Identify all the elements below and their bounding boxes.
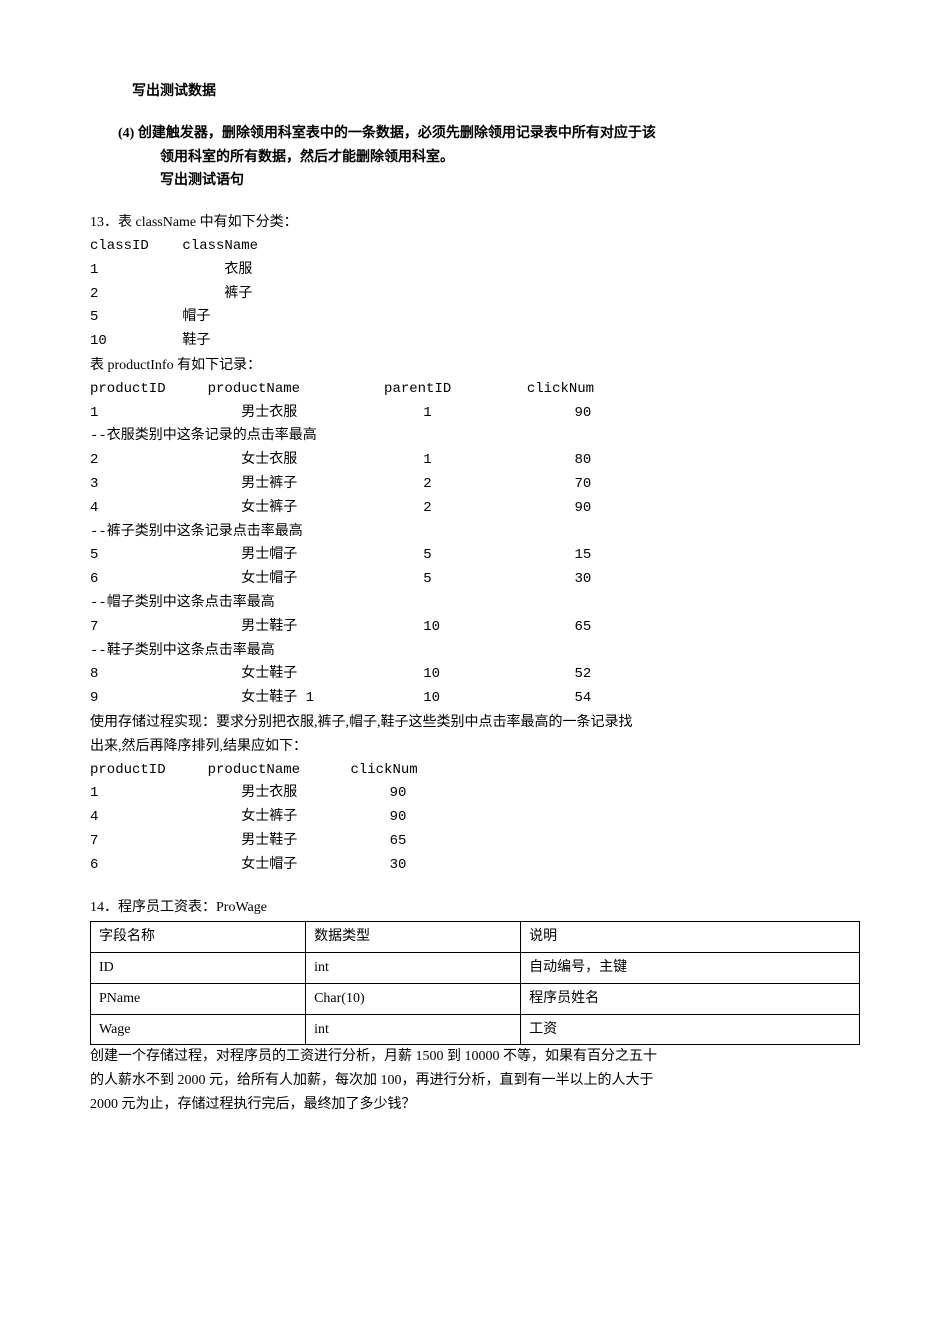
q14-desc1: 创建一个存储过程，对程序员的工资进行分析，月薪 1500 到 10000 不等，…	[90, 1045, 860, 1069]
q4-line1: (4) 创建触发器，删除领用科室表中的一条数据，必须先删除领用记录表中所有对应于…	[90, 122, 860, 146]
table-cell: Wage	[91, 1014, 306, 1045]
q13-class-header: classID className	[90, 235, 860, 259]
table-header-cell: 字段名称	[91, 922, 306, 953]
q13-prod-header: productID productName parentID clickNum	[90, 378, 860, 402]
q13-prod-row: 1 男士衣服 1 90	[90, 402, 860, 426]
q4-line3: 写出测试语句	[90, 169, 860, 193]
q13-prod-row: 9 女士鞋子 1 10 54	[90, 687, 860, 711]
q13-class-row: 10 鞋子	[90, 330, 860, 354]
table-cell: PName	[91, 983, 306, 1014]
table-cell: Char(10)	[306, 983, 521, 1014]
q13-prod-row: 3 男士裤子 2 70	[90, 473, 860, 497]
table-cell: int	[306, 1014, 521, 1045]
table-cell: 工资	[521, 1014, 860, 1045]
q13-res-row: 7 男士鞋子 65	[90, 830, 860, 854]
table-cell: ID	[91, 953, 306, 984]
table-row: Wageint工资	[91, 1014, 860, 1045]
q14-title: 14．程序员工资表：ProWage	[90, 896, 860, 920]
table-header-cell: 说明	[521, 922, 860, 953]
test-data-heading: 写出测试数据	[90, 80, 860, 104]
q13-req2: 出来,然后再降序排列,结果应如下：	[90, 735, 860, 759]
q13-prod-title: 表 productInfo 有如下记录：	[90, 354, 860, 378]
q13-class-row: 5 帽子	[90, 306, 860, 330]
q13-class-row: 2 裤子	[90, 283, 860, 307]
q13-res-row: 1 男士衣服 90	[90, 782, 860, 806]
table-row: PNameChar(10)程序员姓名	[91, 983, 860, 1014]
q13-res-header: productID productName clickNum	[90, 759, 860, 783]
q13-req1: 使用存储过程实现：要求分别把衣服,裤子,帽子,鞋子这些类别中点击率最高的一条记录…	[90, 711, 860, 735]
q13-prod-row: 6 女士帽子 5 30	[90, 568, 860, 592]
q14-desc2: 的人薪水不到 2000 元，给所有人加薪，每次加 100，再进行分析，直到有一半…	[90, 1069, 860, 1093]
q4-line2: 领用科室的所有数据，然后才能删除领用科室。	[90, 146, 860, 170]
q13-class-row: 1 衣服	[90, 259, 860, 283]
table-header-cell: 数据类型	[306, 922, 521, 953]
q13-prod-row: --帽子类别中这条点击率最高	[90, 592, 860, 616]
q14-desc3: 2000 元为止，存储过程执行完后，最终加了多少钱？	[90, 1093, 860, 1117]
q13-res-row: 4 女士裤子 90	[90, 806, 860, 830]
table-cell: 程序员姓名	[521, 983, 860, 1014]
q13-prod-row: --衣服类别中这条记录的点击率最高	[90, 425, 860, 449]
prowage-table: 字段名称数据类型说明 IDint自动编号，主键PNameChar(10)程序员姓…	[90, 921, 860, 1045]
q13-res-row: 6 女士帽子 30	[90, 854, 860, 878]
table-cell: 自动编号，主键	[521, 953, 860, 984]
table-row: IDint自动编号，主键	[91, 953, 860, 984]
q13-prod-row: 5 男士帽子 5 15	[90, 544, 860, 568]
q13-prod-row: --鞋子类别中这条点击率最高	[90, 640, 860, 664]
q13-prod-row: 4 女士裤子 2 90	[90, 497, 860, 521]
q13-title: 13．表 className 中有如下分类：	[90, 211, 860, 235]
q13-prod-row: --裤子类别中这条记录点击率最高	[90, 521, 860, 545]
table-cell: int	[306, 953, 521, 984]
q13-prod-row: 8 女士鞋子 10 52	[90, 663, 860, 687]
q13-prod-row: 2 女士衣服 1 80	[90, 449, 860, 473]
q13-prod-row: 7 男士鞋子 10 65	[90, 616, 860, 640]
